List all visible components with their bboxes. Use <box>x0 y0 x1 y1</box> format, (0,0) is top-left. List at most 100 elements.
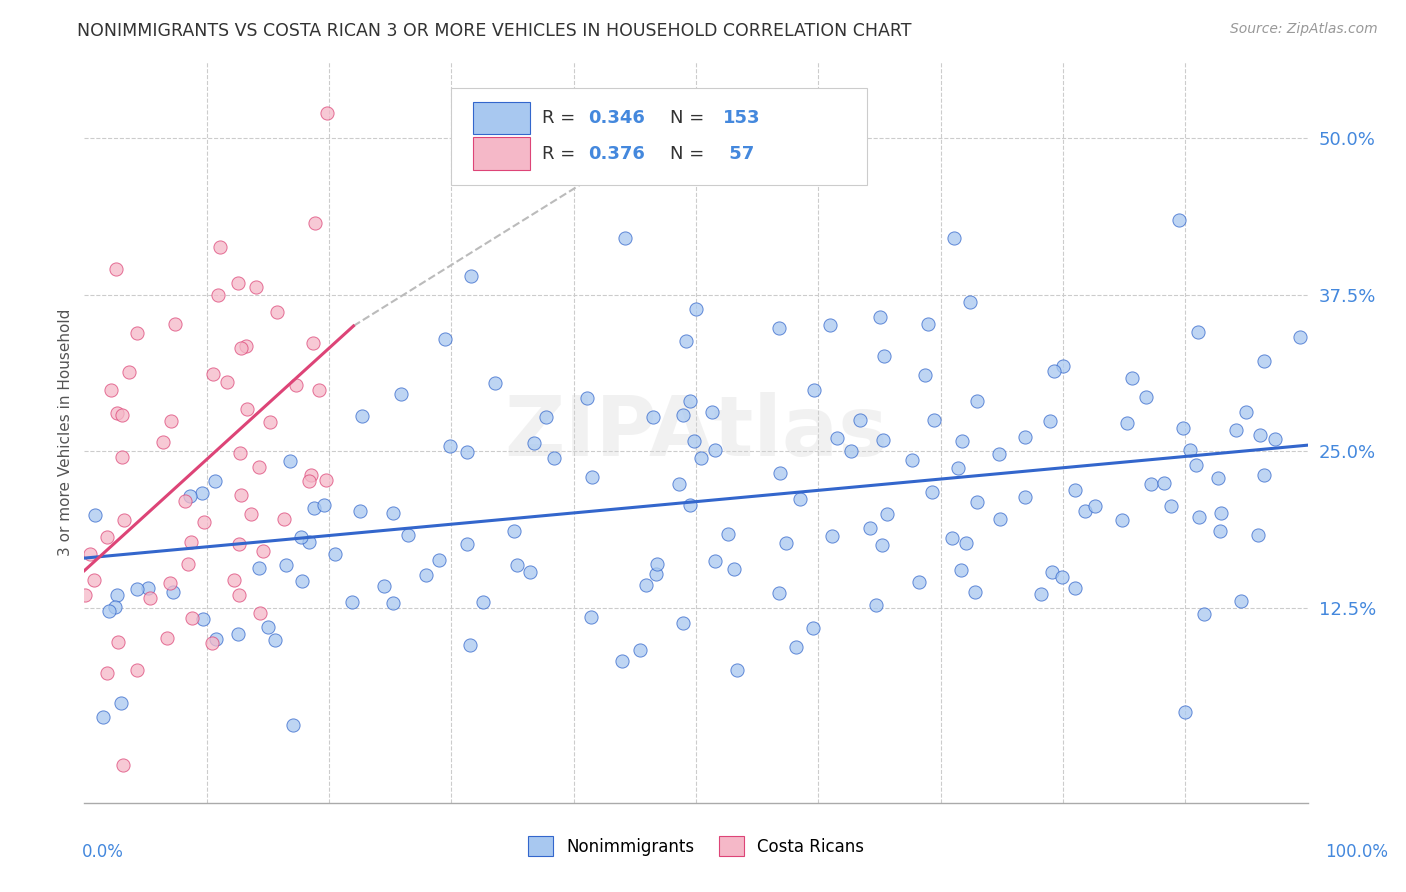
Point <box>125 326 148 341</box>
Point <box>917 318 939 332</box>
Point <box>628 642 651 657</box>
Point <box>1225 423 1247 437</box>
Point <box>768 586 790 600</box>
Point <box>222 573 245 587</box>
Point <box>118 365 141 379</box>
Point <box>112 513 135 527</box>
Point <box>1229 594 1251 608</box>
Text: N =: N = <box>671 109 710 127</box>
Point <box>1111 513 1133 527</box>
Point <box>922 413 945 427</box>
Point <box>136 581 159 595</box>
Point <box>1084 499 1107 513</box>
Point <box>75 588 97 602</box>
Point <box>785 640 807 655</box>
Point <box>290 530 312 544</box>
Point <box>1074 504 1097 518</box>
Point <box>950 434 973 448</box>
Point <box>100 383 122 397</box>
Point <box>103 600 125 615</box>
Point <box>284 378 307 392</box>
Point <box>849 413 872 427</box>
Point <box>180 535 202 549</box>
Point <box>1171 420 1194 434</box>
Point <box>249 607 271 621</box>
Point <box>610 654 633 668</box>
Point <box>349 504 371 518</box>
Point <box>876 507 898 521</box>
Text: NONIMMIGRANTS VS COSTA RICAN 3 OR MORE VEHICLES IN HOUSEHOLD CORRELATION CHART: NONIMMIGRANTS VS COSTA RICAN 3 OR MORE V… <box>77 22 912 40</box>
Point <box>865 598 887 612</box>
Point <box>725 664 748 678</box>
Point <box>299 467 322 482</box>
Point <box>941 531 963 545</box>
Point <box>316 105 339 120</box>
Point <box>1209 524 1232 538</box>
Point <box>966 495 988 509</box>
Text: 0.376: 0.376 <box>588 145 645 162</box>
Point <box>1153 475 1175 490</box>
Point <box>859 521 882 535</box>
Point <box>283 718 305 732</box>
Point <box>245 280 267 294</box>
Point <box>818 318 841 332</box>
Point <box>768 321 790 335</box>
Y-axis label: 3 or more Vehicles in Household: 3 or more Vehicles in Household <box>58 309 73 557</box>
Point <box>239 507 262 521</box>
Point <box>1178 442 1201 457</box>
Point <box>873 349 896 363</box>
Point <box>427 553 450 567</box>
Point <box>79 547 101 561</box>
Point <box>503 524 526 538</box>
Point <box>1064 581 1087 595</box>
Point <box>675 334 697 348</box>
Point <box>266 304 288 318</box>
Point <box>215 375 238 389</box>
Point <box>471 594 494 608</box>
Point <box>340 595 363 609</box>
Point <box>901 453 924 467</box>
Point <box>1185 458 1208 472</box>
Point <box>645 567 668 582</box>
Point <box>276 558 298 573</box>
Point <box>291 574 314 588</box>
FancyBboxPatch shape <box>474 102 530 135</box>
Point <box>1253 354 1275 368</box>
Point <box>138 591 160 605</box>
Point <box>156 631 179 645</box>
Point <box>179 489 201 503</box>
Point <box>127 663 149 677</box>
Point <box>350 409 373 423</box>
Point <box>1247 528 1270 542</box>
Point <box>226 627 249 641</box>
Point <box>1234 405 1257 419</box>
Point <box>433 333 456 347</box>
Point <box>162 585 184 599</box>
Point <box>579 609 602 624</box>
Point <box>460 269 482 284</box>
Point <box>955 536 977 550</box>
Text: 153: 153 <box>723 109 761 127</box>
Point <box>204 632 226 646</box>
Point <box>1249 427 1271 442</box>
Point <box>83 508 105 522</box>
Point <box>1116 416 1139 430</box>
Point <box>226 276 249 290</box>
Point <box>965 585 987 599</box>
Point <box>228 588 250 602</box>
Point <box>163 318 186 332</box>
Point <box>308 383 330 397</box>
Text: 100.0%: 100.0% <box>1326 843 1388 861</box>
Point <box>519 566 541 580</box>
Point <box>1039 414 1062 428</box>
Text: 0.0%: 0.0% <box>82 843 124 861</box>
Point <box>298 475 321 489</box>
Point <box>679 394 702 409</box>
Point <box>869 310 891 324</box>
Point <box>181 611 204 625</box>
Point <box>1289 330 1312 344</box>
Point <box>641 409 664 424</box>
Point <box>1135 390 1157 404</box>
Point <box>704 554 727 568</box>
Point <box>1192 607 1215 621</box>
